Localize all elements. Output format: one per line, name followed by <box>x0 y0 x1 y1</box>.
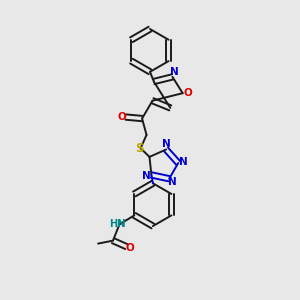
Text: N: N <box>169 67 178 76</box>
Text: N: N <box>168 177 177 187</box>
Text: S: S <box>136 142 144 155</box>
Text: N: N <box>142 170 151 181</box>
Text: H: H <box>109 219 117 229</box>
Text: N: N <box>117 219 126 229</box>
Text: O: O <box>184 88 192 98</box>
Text: O: O <box>126 243 135 253</box>
Text: N: N <box>179 157 188 166</box>
Text: N: N <box>162 140 170 149</box>
Text: O: O <box>117 112 126 122</box>
